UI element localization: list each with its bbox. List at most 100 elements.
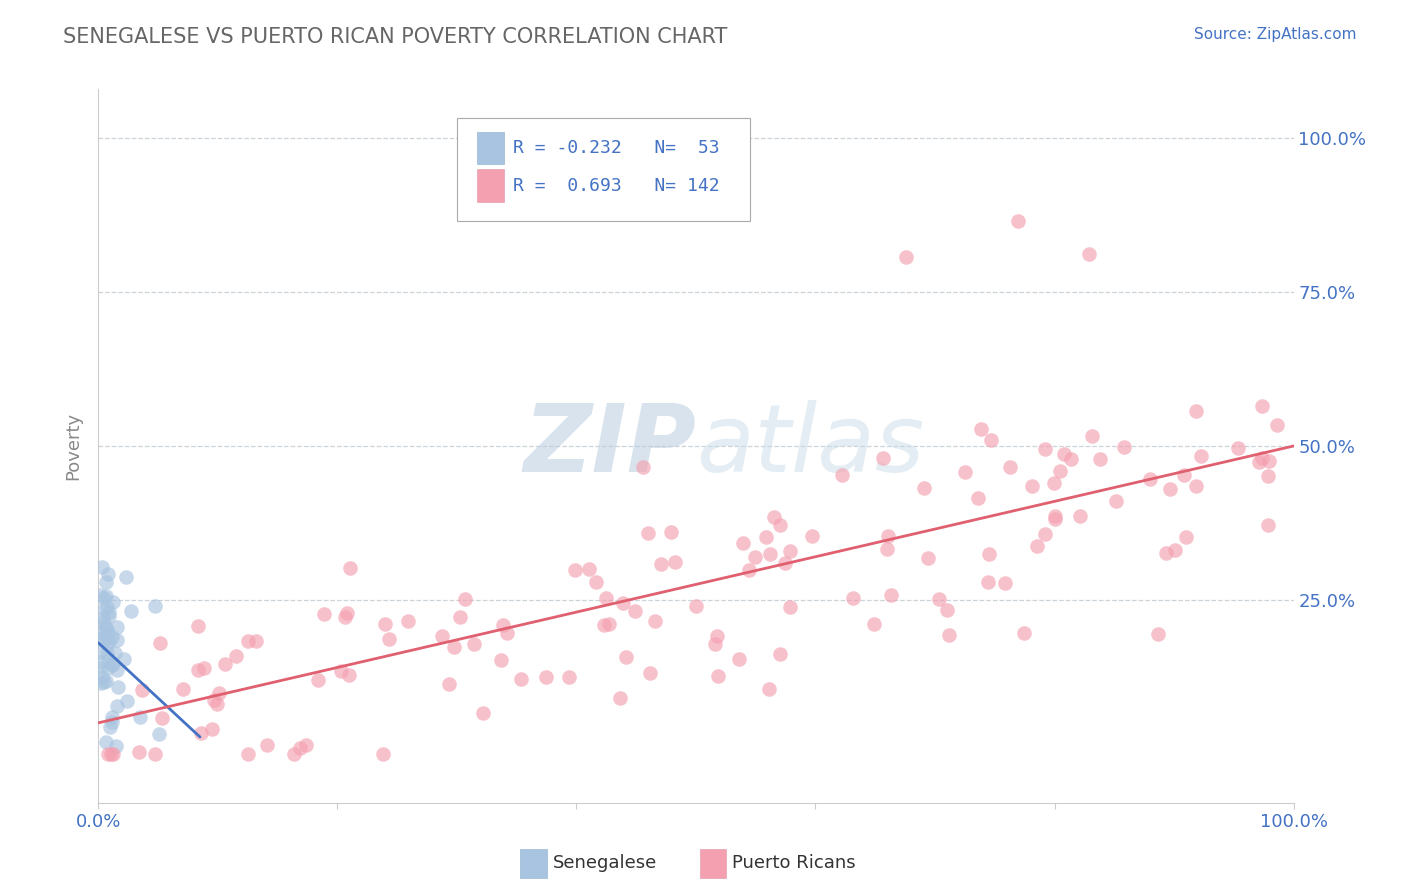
Point bbox=[101, 630, 124, 644]
Point bbox=[980, 433, 1002, 447]
Point bbox=[489, 653, 512, 667]
Point bbox=[1045, 512, 1067, 526]
Text: ZIP: ZIP bbox=[523, 400, 696, 492]
Point bbox=[775, 556, 797, 570]
Point bbox=[779, 543, 801, 558]
Point bbox=[876, 529, 898, 543]
Text: R =  0.693   N= 142: R = 0.693 N= 142 bbox=[513, 177, 720, 194]
Text: Senegalese: Senegalese bbox=[553, 855, 657, 872]
Point bbox=[454, 592, 477, 607]
Point bbox=[637, 526, 659, 541]
Point bbox=[437, 677, 460, 691]
Point bbox=[91, 670, 114, 684]
Point bbox=[755, 530, 778, 544]
FancyBboxPatch shape bbox=[477, 169, 503, 202]
Point bbox=[93, 674, 115, 689]
Point bbox=[187, 619, 209, 633]
Point bbox=[256, 738, 278, 752]
Point bbox=[374, 616, 396, 631]
Point bbox=[1081, 429, 1104, 443]
Point bbox=[1033, 442, 1056, 456]
Point bbox=[1257, 518, 1279, 533]
Point bbox=[1033, 527, 1056, 541]
Point bbox=[93, 602, 115, 616]
Point bbox=[912, 481, 935, 495]
Point bbox=[1251, 399, 1274, 413]
Point bbox=[238, 633, 260, 648]
Point bbox=[378, 632, 401, 646]
Point bbox=[769, 517, 792, 532]
Point bbox=[1185, 479, 1208, 493]
Point bbox=[117, 694, 139, 708]
Point bbox=[595, 591, 617, 605]
Point bbox=[100, 714, 122, 729]
Point bbox=[97, 661, 120, 675]
Point bbox=[100, 747, 122, 761]
Point bbox=[928, 591, 950, 606]
Point bbox=[120, 603, 142, 617]
Point bbox=[644, 614, 666, 628]
Point bbox=[330, 665, 353, 679]
Text: Source: ZipAtlas.com: Source: ZipAtlas.com bbox=[1194, 27, 1357, 42]
Point bbox=[1012, 625, 1035, 640]
Point bbox=[101, 658, 124, 673]
FancyBboxPatch shape bbox=[457, 118, 749, 221]
Point bbox=[101, 747, 124, 761]
Point bbox=[336, 606, 359, 620]
Point bbox=[593, 618, 616, 632]
Point bbox=[190, 726, 212, 740]
Point bbox=[94, 619, 117, 633]
Point bbox=[294, 739, 316, 753]
Point bbox=[91, 615, 114, 630]
Point bbox=[187, 663, 209, 677]
Point bbox=[1026, 540, 1049, 554]
Point bbox=[101, 594, 124, 608]
Point bbox=[624, 604, 647, 618]
Point bbox=[98, 633, 121, 648]
Point bbox=[307, 673, 329, 687]
Point bbox=[245, 634, 267, 648]
Point bbox=[953, 465, 976, 479]
Point bbox=[98, 720, 121, 734]
FancyBboxPatch shape bbox=[520, 849, 547, 878]
Point bbox=[998, 459, 1021, 474]
Point bbox=[704, 637, 727, 651]
Point bbox=[1052, 447, 1074, 461]
Point bbox=[738, 562, 761, 576]
Point bbox=[578, 562, 600, 576]
Point bbox=[659, 524, 682, 539]
Point bbox=[1159, 482, 1181, 496]
Point bbox=[1139, 472, 1161, 486]
Point bbox=[283, 747, 305, 761]
Point bbox=[1257, 469, 1279, 483]
Point bbox=[96, 575, 118, 590]
Point bbox=[114, 570, 136, 584]
Point bbox=[150, 711, 173, 725]
Point bbox=[89, 589, 111, 603]
Text: atlas: atlas bbox=[696, 401, 924, 491]
Point bbox=[172, 681, 194, 696]
Point bbox=[396, 614, 419, 628]
Point bbox=[96, 638, 118, 652]
Point bbox=[650, 557, 672, 571]
Point bbox=[101, 710, 124, 724]
Point bbox=[97, 651, 120, 665]
Point bbox=[862, 617, 884, 632]
FancyBboxPatch shape bbox=[477, 132, 503, 164]
Point bbox=[935, 603, 957, 617]
Point bbox=[89, 656, 111, 670]
Point bbox=[94, 735, 117, 749]
Point bbox=[728, 651, 751, 665]
Point bbox=[143, 599, 166, 613]
FancyBboxPatch shape bbox=[700, 849, 725, 878]
Point bbox=[979, 547, 1001, 561]
Point bbox=[107, 680, 129, 694]
Point bbox=[105, 620, 128, 634]
Point bbox=[1174, 530, 1197, 544]
Point bbox=[609, 690, 631, 705]
Point bbox=[564, 563, 586, 577]
Point bbox=[664, 555, 686, 569]
Text: SENEGALESE VS PUERTO RICAN POVERTY CORRELATION CHART: SENEGALESE VS PUERTO RICAN POVERTY CORRE… bbox=[63, 27, 728, 46]
Point bbox=[128, 745, 150, 759]
Point bbox=[1164, 542, 1187, 557]
